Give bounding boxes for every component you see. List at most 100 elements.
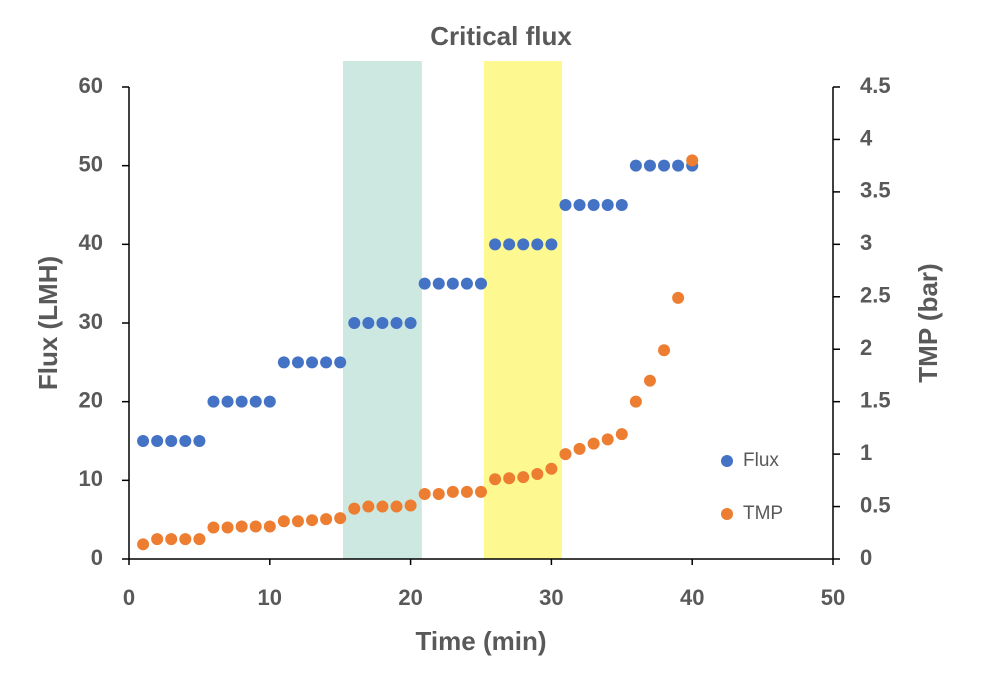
data-point [545, 238, 558, 251]
y2-tick-label: 4 [860, 125, 873, 150]
data-point [348, 317, 361, 329]
legend-label: TMP [743, 503, 783, 524]
data-point [531, 468, 544, 481]
data-point [615, 428, 628, 441]
data-point [672, 159, 685, 172]
data-point [348, 502, 361, 515]
data-point [587, 199, 600, 211]
data-point [376, 500, 389, 513]
data-point [165, 435, 178, 447]
data-point [207, 521, 220, 534]
data-point [334, 512, 347, 525]
data-point [179, 533, 192, 546]
data-point [137, 538, 150, 551]
legend-label: Flux [743, 450, 779, 471]
data-point [573, 442, 586, 455]
data-point [601, 199, 614, 211]
data-point [306, 514, 319, 527]
data-point [362, 317, 375, 329]
data-point [559, 448, 572, 461]
data-point [137, 435, 150, 447]
y2-tick-label: 1.5 [860, 387, 891, 412]
data-point [418, 487, 431, 500]
data-point [658, 159, 671, 172]
x-tick-label: 50 [821, 585, 845, 610]
chart-title: Critical flux [430, 21, 572, 51]
data-point [306, 356, 319, 369]
data-point [362, 500, 375, 513]
data-point [404, 499, 417, 512]
data-point [643, 159, 656, 172]
data-point [235, 520, 248, 533]
data-point [446, 485, 459, 498]
data-point [320, 513, 333, 526]
y2-tick-label: 0 [860, 545, 872, 570]
x-tick-label: 30 [539, 585, 563, 610]
y2-tick-label: 0.5 [860, 492, 891, 517]
data-point [193, 435, 206, 447]
data-point [165, 533, 178, 546]
data-point [587, 437, 600, 450]
y2-tick-label: 4.5 [860, 73, 891, 98]
data-point [404, 317, 417, 329]
data-point [460, 277, 473, 290]
y2-tick-label: 2 [860, 335, 872, 360]
data-point [475, 277, 487, 290]
data-point [432, 487, 445, 500]
data-point [503, 472, 516, 485]
shaded-band [343, 61, 422, 559]
y-axis-label: Flux (LMH) [33, 256, 63, 390]
data-point [601, 433, 614, 446]
y-tick-label: 40 [79, 230, 103, 255]
data-point [489, 473, 502, 486]
data-point [629, 395, 642, 408]
data-point [615, 199, 628, 211]
data-point [334, 356, 347, 369]
data-point [503, 238, 516, 251]
data-point [531, 238, 544, 251]
y-tick-label: 50 [79, 151, 103, 176]
x-axis-label: Time (min) [416, 626, 547, 656]
y2-axis-label: TMP (bar) [913, 263, 943, 382]
x-tick-label: 40 [680, 585, 704, 610]
data-point [249, 395, 262, 408]
data-point [658, 344, 671, 357]
data-point [489, 238, 502, 251]
legend-marker [721, 508, 733, 520]
data-point [221, 521, 234, 534]
data-point [235, 395, 248, 408]
data-point [432, 277, 445, 290]
y-tick-label: 10 [79, 466, 103, 491]
data-point [249, 520, 262, 533]
y-tick-label: 60 [79, 73, 103, 98]
data-point [418, 277, 431, 290]
data-point [643, 374, 656, 387]
data-point [291, 356, 304, 369]
y-tick-label: 0 [91, 545, 103, 570]
data-point [390, 317, 403, 329]
y2-tick-label: 2.5 [860, 283, 891, 308]
x-tick-label: 10 [258, 585, 282, 610]
data-point [207, 395, 220, 408]
data-point [559, 199, 572, 211]
data-point [460, 485, 473, 498]
data-point [277, 515, 290, 528]
data-point [179, 435, 192, 447]
y-tick-label: 30 [79, 309, 103, 334]
data-point [221, 395, 234, 408]
data-point [291, 515, 304, 528]
legend-marker [721, 455, 733, 467]
data-point [686, 154, 699, 167]
y-tick-label: 20 [79, 387, 103, 412]
y2-tick-label: 1 [860, 440, 872, 465]
data-point [263, 395, 276, 408]
data-point [446, 277, 459, 290]
data-point [151, 435, 164, 447]
data-point [517, 471, 530, 484]
data-point [475, 485, 487, 498]
data-point [277, 356, 290, 369]
data-point [151, 533, 164, 546]
data-point [390, 500, 403, 513]
data-point [545, 462, 558, 475]
